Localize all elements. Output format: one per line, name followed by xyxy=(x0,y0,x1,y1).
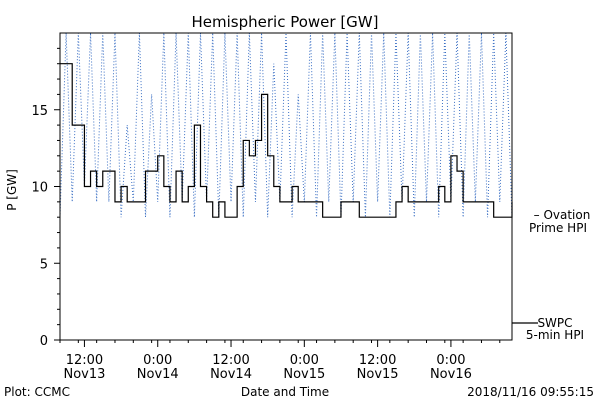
x-tick-time: 0:00 xyxy=(143,353,172,368)
y-tick-label: 5 xyxy=(40,257,48,272)
ovation-series xyxy=(59,32,513,218)
y-axis: 0 5 10 15 xyxy=(31,47,60,349)
x-tick-time: 0:00 xyxy=(290,353,319,368)
y-tick-label: 10 xyxy=(31,181,48,196)
x-tick-time: 0:00 xyxy=(436,353,465,368)
y-tick-label: 0 xyxy=(40,334,48,349)
x-tick-time: 12:00 xyxy=(66,353,103,368)
legend-swpc-line1: SWPC xyxy=(537,316,572,330)
y-axis-label: P [GW] xyxy=(5,169,19,211)
swpc-series xyxy=(60,63,513,218)
x-axis-label: Date and Time xyxy=(241,385,329,399)
swpc-line xyxy=(60,63,513,218)
x-tick-date: Nov15 xyxy=(357,367,399,382)
x-tick-time: 12:00 xyxy=(359,353,396,368)
x-tick-date: Nov13 xyxy=(63,367,105,382)
legend-ovation-line2: Prime HPI xyxy=(529,221,587,235)
x-tick-date: Nov16 xyxy=(430,367,472,382)
x-tick-date: Nov14 xyxy=(210,367,252,382)
x-tick-date: Nov14 xyxy=(137,367,179,382)
legend-ovation-line1: – Ovation xyxy=(534,208,591,222)
x-axis: 12:00Nov130:00Nov1412:00Nov140:00Nov1512… xyxy=(59,340,501,382)
footer-plot-source: Plot: CCMC xyxy=(4,385,70,399)
chart-title: Hemispheric Power [GW] xyxy=(192,13,379,31)
legend-swpc-line2: 5-min HPI xyxy=(526,328,584,342)
plot-area xyxy=(59,32,513,218)
ovation-line xyxy=(59,32,513,218)
y-tick-label: 15 xyxy=(31,104,48,119)
legend-ovation: – Ovation Prime HPI xyxy=(529,208,590,235)
x-tick-date: Nov15 xyxy=(283,367,325,382)
legend-swpc: SWPC 5-min HPI xyxy=(512,316,584,342)
footer-timestamp: 2018/11/16 09:55:15 xyxy=(467,385,594,399)
x-tick-time: 12:00 xyxy=(212,353,249,368)
